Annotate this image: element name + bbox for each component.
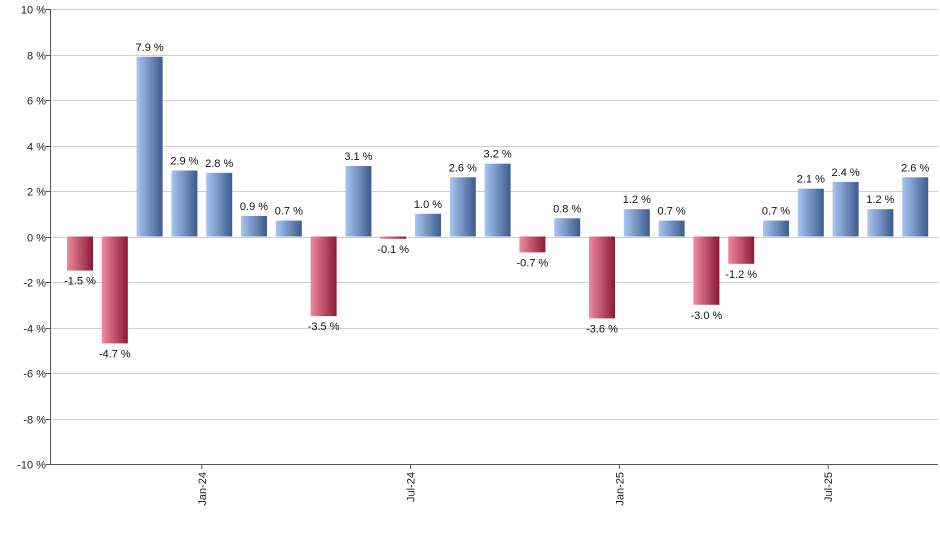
bar-value-label: -1.5 % <box>64 276 96 288</box>
bar-value-label: 1.2 % <box>866 194 894 206</box>
bar-value-label: 3.2 % <box>484 149 512 161</box>
y-tick-label: 6 % <box>27 96 46 108</box>
bar <box>415 213 441 237</box>
x-tick-label: Jan-25 <box>614 472 626 506</box>
bar-value-label: 0.9 % <box>240 201 268 213</box>
data-labels-layer: -1.5 % -4.7 % 7.9 % 2.9 % 2.8 % 0.9 % 0.7 % -3.… <box>64 42 929 361</box>
bar-value-label: 0.8 % <box>553 203 581 215</box>
bar-value-label: -3.0 % <box>691 310 723 322</box>
bar <box>797 188 824 237</box>
bar <box>345 166 372 237</box>
bar-value-label: 7.9 % <box>136 42 164 54</box>
bar <box>658 220 685 237</box>
bar-value-label: 0.7 % <box>762 206 790 218</box>
bar-value-label: 2.8 % <box>205 158 233 170</box>
y-tick-label: 0 % <box>27 233 46 245</box>
bar-value-label: -1.2 % <box>725 269 757 281</box>
bar <box>902 177 929 237</box>
bar <box>623 209 650 237</box>
bar <box>763 220 789 237</box>
bar <box>275 220 302 237</box>
bar <box>589 236 615 319</box>
bar <box>867 209 894 237</box>
bar <box>241 216 267 237</box>
bar-value-label: 1.2 % <box>623 194 651 206</box>
bar-value-label: 1.0 % <box>414 199 442 211</box>
bar-value-label: -3.5 % <box>308 321 340 333</box>
bar-value-label: 2.4 % <box>832 167 860 179</box>
bar-value-label: -0.7 % <box>517 257 549 269</box>
y-tick-label: 8 % <box>27 51 46 63</box>
y-tick-label: -10 % <box>17 460 46 472</box>
bar <box>484 163 511 237</box>
bar <box>310 236 337 317</box>
bar-value-label: 2.9 % <box>170 156 198 168</box>
bar-value-label: -4.7 % <box>99 348 131 360</box>
bar-value-label: 3.1 % <box>344 151 372 163</box>
x-tick-label: Jul-24 <box>406 472 418 502</box>
bar-value-label: 0.7 % <box>275 206 303 218</box>
y-tick-label: 10 % <box>21 5 46 17</box>
bar <box>519 236 546 253</box>
y-tick-label: -6 % <box>23 369 46 381</box>
bar-value-label: 0.7 % <box>658 206 686 218</box>
bar-value-label: -0.1 % <box>377 244 409 256</box>
y-tick-label: -8 % <box>23 415 46 427</box>
bars-layer <box>67 56 929 344</box>
bar <box>832 181 859 237</box>
bar <box>101 236 128 344</box>
bar-value-label: -3.6 % <box>586 323 618 335</box>
bar <box>136 56 163 237</box>
axis-layer: 10 % 8 % 6 % 4 % 2 % 0 % -2 % -4 % -6 % -8 % -10 %… <box>17 5 938 506</box>
bar <box>728 236 755 264</box>
bar-value-label: 2.1 % <box>797 174 825 186</box>
bar <box>554 218 581 237</box>
x-tick-label: Jul-25 <box>823 472 835 502</box>
bar <box>206 172 233 237</box>
bar <box>67 236 93 271</box>
bar <box>449 177 476 237</box>
bar-value-label: 2.6 % <box>901 162 929 174</box>
y-tick-label: 4 % <box>27 142 46 154</box>
grid-layer <box>50 9 938 465</box>
x-tick-label: Jan-24 <box>197 472 209 506</box>
y-tick-label: -2 % <box>23 278 46 290</box>
bar-value-label: 2.6 % <box>449 162 477 174</box>
bar <box>380 236 407 239</box>
y-tick-label: -4 % <box>23 324 46 336</box>
y-tick-label: 2 % <box>27 187 46 199</box>
bar <box>693 236 720 305</box>
bar <box>171 170 198 237</box>
